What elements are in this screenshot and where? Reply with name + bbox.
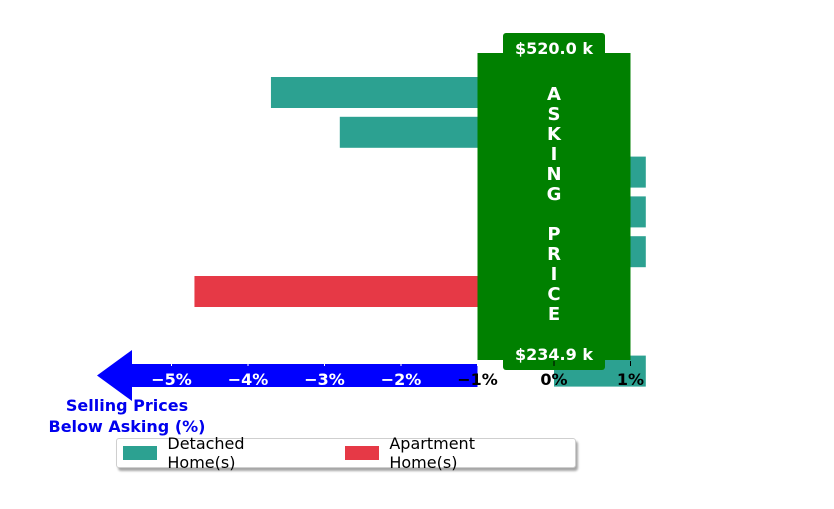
- x-tick-label: −2%: [381, 370, 422, 389]
- asking-price-bottom-badge: [503, 341, 605, 370]
- selling-price-arrow: [97, 350, 478, 401]
- asking-price-letter: N: [546, 164, 561, 185]
- asking-price-letter: P: [547, 224, 560, 245]
- asking-price-letter: R: [547, 244, 561, 265]
- asking-price-letter: G: [547, 184, 562, 205]
- legend-label-apartment: Apartment Home(s): [389, 434, 475, 472]
- asking-price-box: [477, 53, 631, 360]
- asking-price-letter: A: [547, 84, 561, 105]
- legend-item-detached: Detached Home(s): [123, 434, 311, 472]
- x-tick-label: −1%: [457, 370, 498, 389]
- legend-item-apartment: Apartment Home(s): [344, 434, 541, 472]
- asking-price-top-badge: [503, 33, 605, 61]
- legend: Detached Home(s) Apartment Home(s): [116, 434, 576, 472]
- asking-price-bottom-label: $234.9 k: [515, 345, 593, 364]
- legend-swatch-apartment: [344, 446, 380, 460]
- x-tick-label: −5%: [151, 370, 192, 389]
- asking-price-letter: I: [551, 264, 558, 285]
- x-tick-label: 0%: [540, 370, 567, 389]
- asking-price-letter: I: [551, 144, 558, 165]
- x-tick-label: −3%: [304, 370, 345, 389]
- legend-swatch-detached: [123, 446, 158, 460]
- axis-caption-line: Selling Prices: [66, 396, 188, 415]
- legend-label-detached: Detached Home(s): [167, 434, 245, 472]
- asking-price-letter: K: [547, 124, 562, 145]
- asking-price-top-label: $520.0 k: [515, 39, 593, 58]
- asking-price-letter: C: [547, 284, 560, 305]
- axis-caption-line: Below Asking (%): [49, 417, 206, 436]
- asking-price-letter: E: [548, 304, 560, 325]
- x-tick-label: 1%: [617, 370, 644, 389]
- x-tick-label: −4%: [228, 370, 269, 389]
- asking-price-letter: S: [548, 104, 561, 125]
